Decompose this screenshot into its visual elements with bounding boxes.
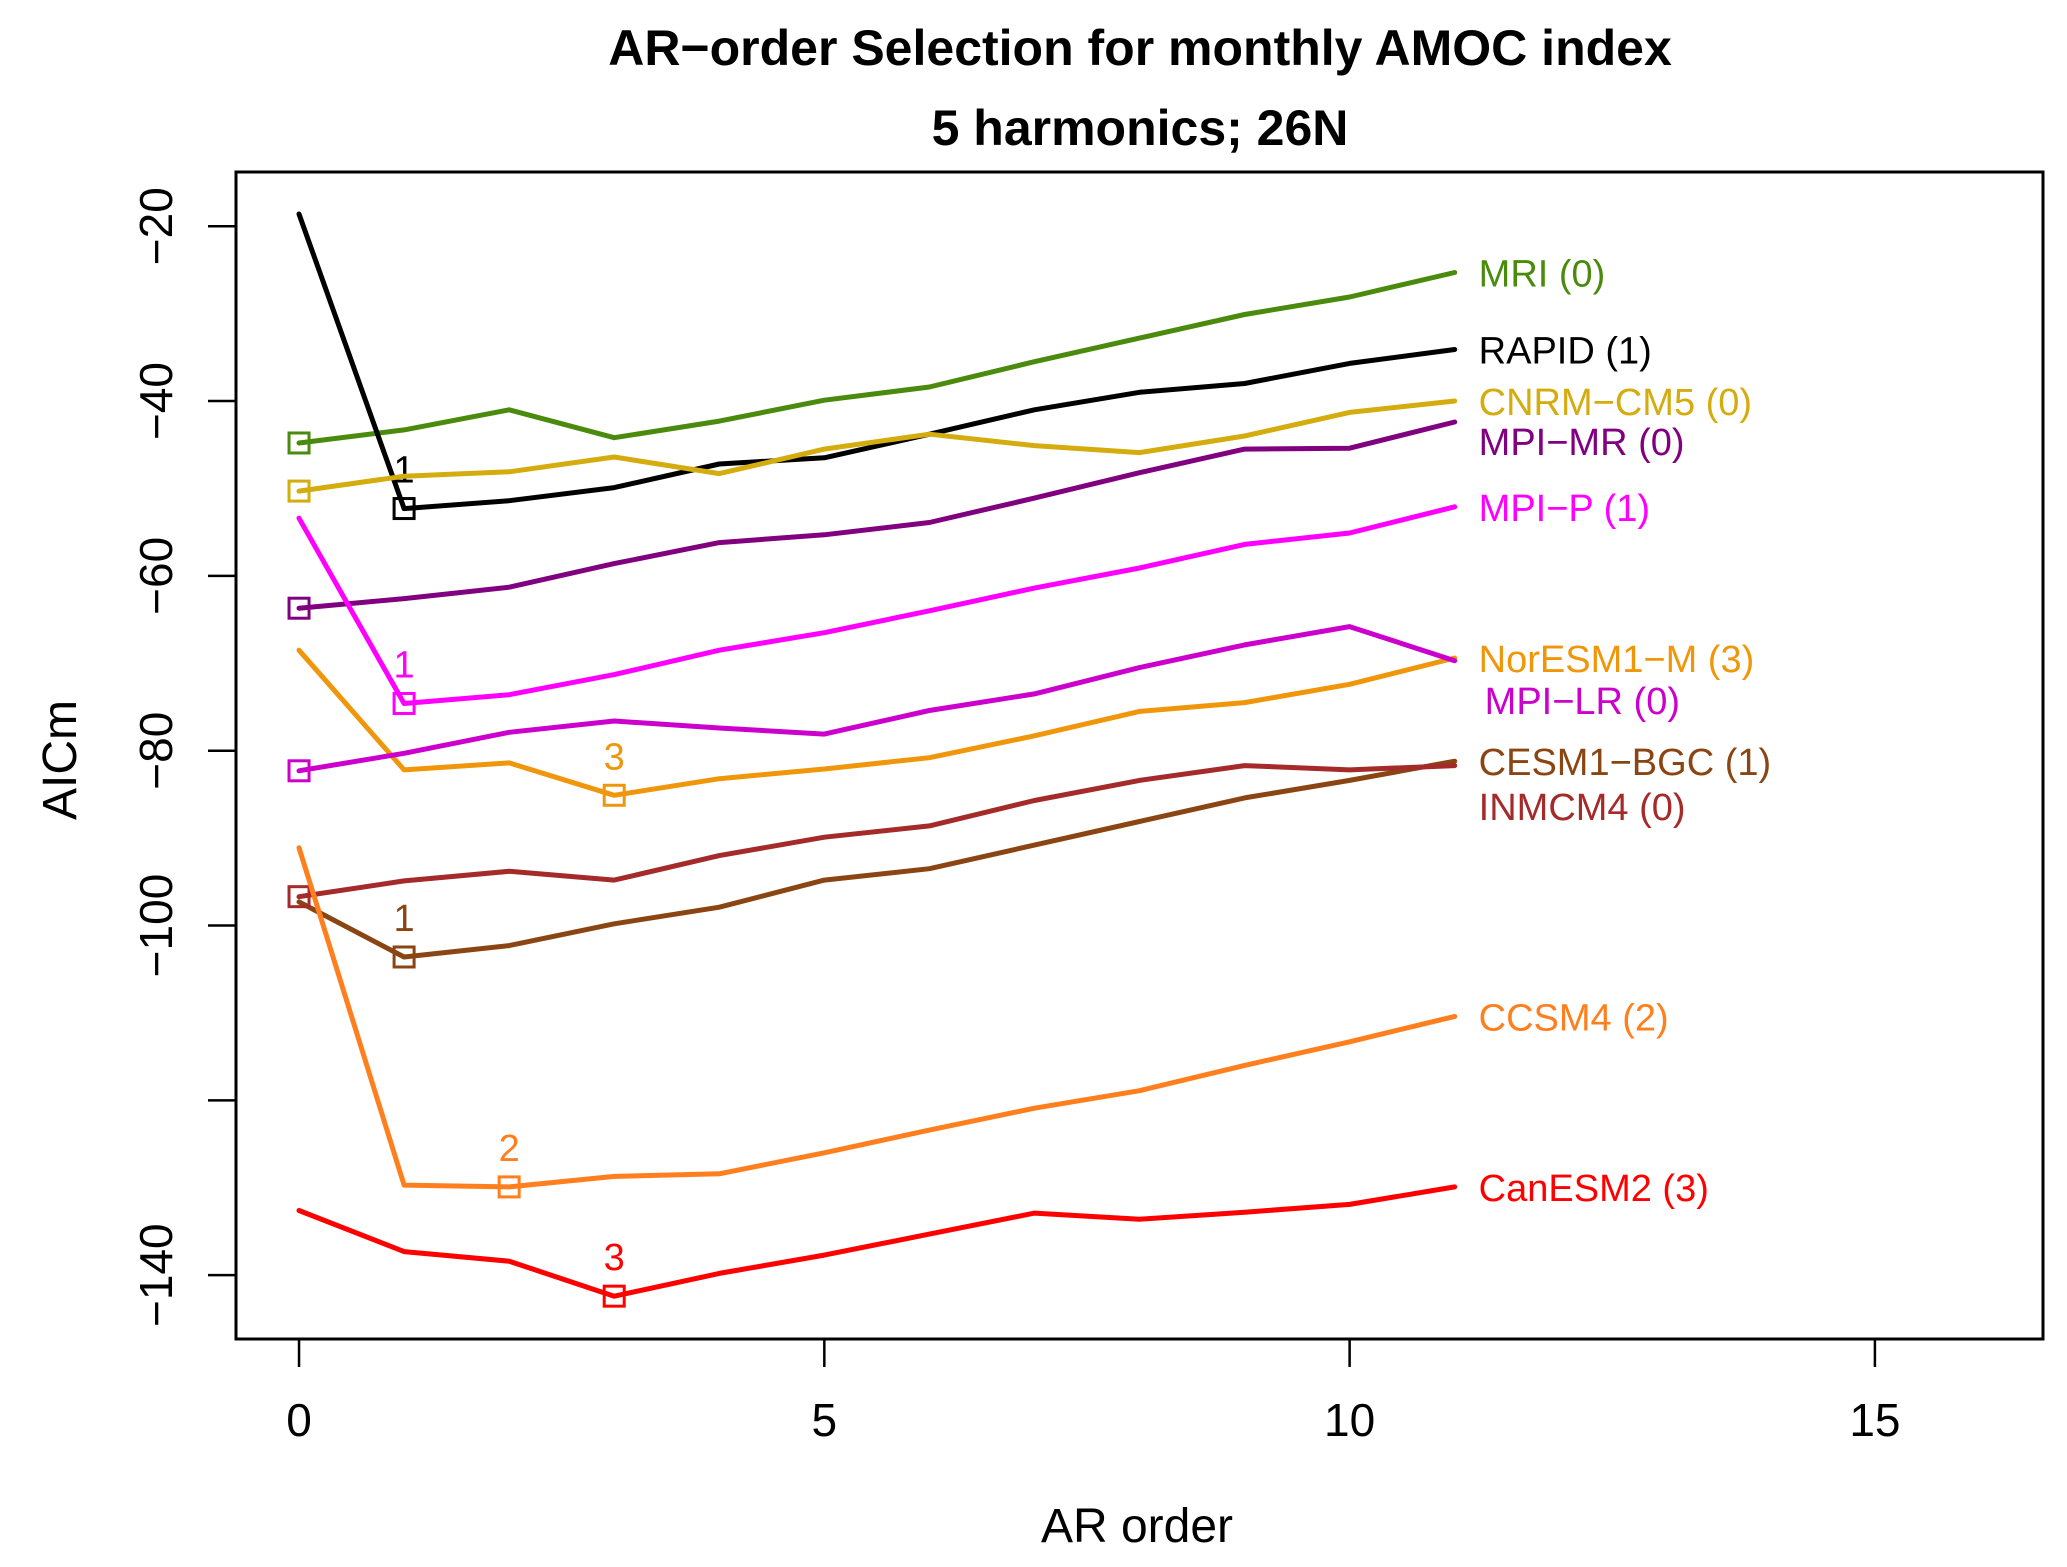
x-axis-label: AR order — [1041, 1500, 1233, 1553]
min-marker-canesm2 — [602, 1284, 626, 1308]
series-labels: MRI (0) RAPID (1) CNRM−CM5 (0)MPI−MR (0) MP… — [1479, 254, 1771, 1210]
series-label-mri: MRI (0) — [1479, 254, 1606, 296]
series-label-mpi-p: MPI−P (1) — [1479, 488, 1650, 530]
series-label-rapid: RAPID (1) — [1479, 330, 1652, 372]
x-axis: 0 5 10 15 — [286, 1339, 1900, 1446]
min-annotation: 3 — [604, 1237, 625, 1279]
series-line-rapid — [296, 211, 1458, 512]
min-marker-cesm1-bgc — [392, 945, 416, 969]
y-tick-label: −140 — [130, 1223, 182, 1327]
series-line-mpi-p — [296, 504, 1458, 706]
series-label-mpi-lr: MPI−LR (0) — [1485, 681, 1680, 723]
series-label-inmcm4: INMCM4 (0) — [1479, 787, 1686, 829]
min-annotation: 1 — [394, 898, 415, 940]
series-line-mpi-mr — [296, 419, 1458, 611]
y-tick-label: −40 — [130, 362, 182, 440]
series-line-ccsm4 — [296, 845, 1458, 1190]
series-label-cnrm-cm5: CNRM−CM5 (0) — [1479, 382, 1752, 424]
min-marker-noresm1-m — [602, 783, 626, 807]
series-layer: 1 1 3 1 2 3 — [287, 211, 1458, 1308]
min-marker-cnrm-cm5 — [287, 479, 311, 503]
y-tick-label: −20 — [130, 187, 182, 265]
chart-subtitle: 5 harmonics; 26N — [932, 100, 1349, 156]
series-line-noresm1-m — [296, 647, 1458, 798]
y-axis-label: AICm — [34, 700, 87, 820]
series-label-noresm1-m: NorESM1−M (3) — [1479, 639, 1755, 681]
chart-title: AR−order Selection for monthly AMOC inde… — [608, 20, 1672, 76]
min-marker-inmcm4 — [287, 885, 311, 909]
series-label-cesm1-bgc: CESM1−BGC (1) — [1479, 742, 1771, 784]
plot-frame — [234, 170, 2045, 1341]
y-tick-label: −60 — [130, 537, 182, 615]
x-tick-label: 10 — [1324, 1394, 1375, 1446]
min-annotation: 2 — [499, 1128, 520, 1170]
min-marker-rapid — [392, 497, 416, 521]
min-marker-mpi-lr — [287, 759, 311, 783]
x-tick-label: 15 — [1849, 1394, 1900, 1446]
y-tick-label: −100 — [130, 874, 182, 978]
min-marker-mpi-p — [392, 691, 416, 715]
min-annotation: 1 — [394, 644, 415, 686]
series-label-canesm2: CanESM2 (3) — [1479, 1168, 1709, 1210]
series-line-inmcm4 — [296, 763, 1458, 900]
min-marker-mri — [287, 431, 311, 455]
series-label-ccsm4: CCSM4 (2) — [1479, 997, 1669, 1039]
min-annotation: 3 — [604, 736, 625, 778]
series-line-canesm2 — [296, 1184, 1458, 1299]
series-label-mpi-mr: MPI−MR (0) — [1479, 422, 1685, 464]
x-tick-label: 5 — [812, 1394, 838, 1446]
min-marker-ccsm4 — [497, 1175, 521, 1199]
series-line-cesm1-bgc — [296, 758, 1458, 960]
y-axis: −20 −40 −60 −80 −100 −140 — [130, 187, 236, 1327]
series-line-cnrm-cm5 — [296, 398, 1458, 494]
series-line-mri — [296, 270, 1458, 446]
min-marker-mpi-mr — [287, 596, 311, 620]
y-tick-label: −80 — [130, 712, 182, 790]
x-tick-label: 0 — [286, 1394, 312, 1446]
series-line-mpi-lr — [296, 624, 1458, 774]
min-annotation: 1 — [394, 450, 415, 492]
